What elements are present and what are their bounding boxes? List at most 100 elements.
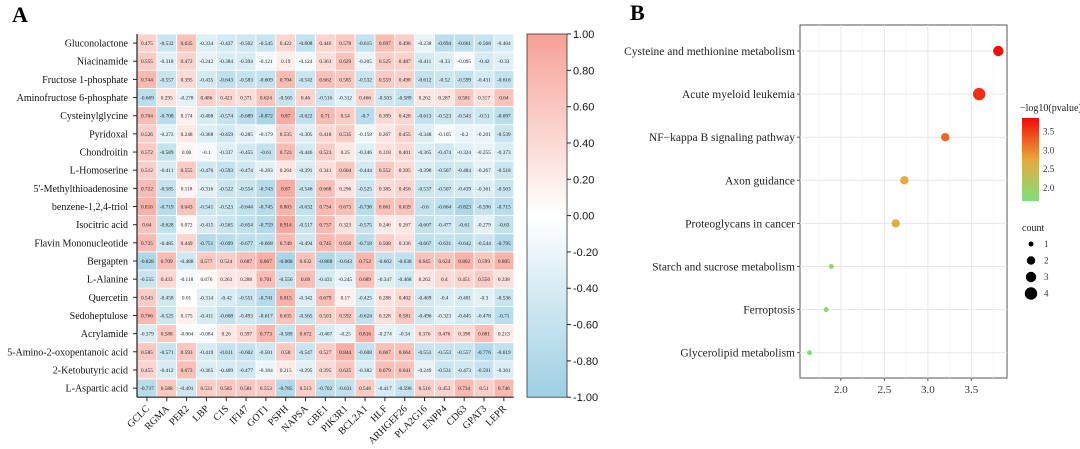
- heatmap-cell-value: -0.736: [358, 205, 372, 211]
- heatmap-cell-value: -0.494: [299, 241, 313, 247]
- heatmap-cell-value: -0.517: [299, 223, 313, 229]
- row-label: 5-Amino-2-oxopentanoic acid: [7, 347, 128, 358]
- heatmap-cell-value: 0.288: [379, 295, 391, 301]
- row-label: Bergapten: [87, 257, 128, 268]
- heatmap-cell-value: -0.6: [420, 205, 429, 211]
- heatmap-cell-value: -0.238: [418, 41, 432, 47]
- heatmap-cell-value: -0.776: [477, 350, 491, 356]
- heatmap-cell-value: 0.385: [379, 186, 391, 192]
- heatmap-cell-value: 0.766: [141, 313, 153, 319]
- size-legend-label: 2: [1044, 256, 1049, 266]
- heatmap-cell-value: -0.401: [457, 295, 471, 301]
- heatmap-cell-value: -0.33: [498, 59, 509, 65]
- colorbar-tick-label: 0.20: [573, 174, 594, 186]
- heatmap-cell-value: 0.476: [438, 332, 450, 338]
- size-legend-dot: [1024, 287, 1038, 300]
- heatmap-cell-value: -0.607: [418, 223, 432, 229]
- heatmap-cell-value: -0.617: [259, 313, 273, 319]
- heatmap-cell-value: -0.365: [418, 150, 432, 156]
- heatmap-cell-value: -0.522: [219, 186, 233, 192]
- heatmap-cell-value: 0.635: [280, 313, 292, 319]
- color-legend-title: −log10(pvalue): [1020, 103, 1080, 114]
- color-legend-tick-label: 3.5: [1043, 127, 1055, 137]
- column-label: GOT1: [245, 404, 271, 430]
- heatmap-cell-value: -0.823: [457, 205, 471, 211]
- heatmap-cell-value: -0.541: [200, 205, 214, 211]
- heatmap-cell-value: -0.689: [239, 114, 253, 120]
- heatmap-cell-value: -0.324: [457, 150, 471, 156]
- heatmap-cell-value: 0.446: [319, 41, 331, 47]
- heatmap-cell-value: -0.523: [219, 205, 233, 211]
- heatmap-cell-value: -0.644: [239, 205, 253, 211]
- heatmap-cell-value: 0.08: [182, 150, 192, 156]
- heatmap-cell-value: -0.536: [497, 295, 511, 301]
- heatmap-cell-value: -0.365: [200, 368, 214, 374]
- heatmap-cell-value: 0.328: [379, 313, 391, 319]
- heatmap-cell-value: 0.749: [280, 241, 292, 247]
- heatmap-cell-value: 0.01: [182, 295, 192, 301]
- data-point: [972, 87, 986, 101]
- heatmap-cell-value: 0.543: [141, 295, 153, 301]
- heatmap-cell-value: -0.571: [160, 350, 174, 356]
- heatmap-cell-value: 0.26: [222, 332, 232, 338]
- heatmap-cell-value: 0.588: [161, 332, 173, 338]
- heatmap-cell-value: 0.746: [498, 386, 510, 392]
- heatmap-cell-value: 0.697: [379, 41, 391, 47]
- heatmap-cell-value: 0.734: [458, 386, 470, 392]
- heatmap-cell-value: -0.469: [418, 295, 432, 301]
- heatmap-cell-value: -0.478: [477, 313, 491, 319]
- heatmap-cell-value: -0.33: [439, 59, 450, 65]
- heatmap-cell-value: 0.246: [379, 223, 391, 229]
- heatmap-cell-value: -0.718: [358, 241, 372, 247]
- heatmap-cell-value: -0.708: [160, 114, 174, 120]
- heatmap-cell-value: 0.455: [141, 368, 153, 374]
- colorbar-tick-label: 0.60: [573, 102, 594, 114]
- heatmap-cell-value: -0.503: [378, 96, 392, 102]
- heatmap-cell-value: 0.4: [441, 277, 448, 283]
- heatmap-cell-value: -0.523: [438, 114, 452, 120]
- heatmap-cell-value: 0.526: [141, 132, 153, 138]
- heatmap-cell-value: 0.288: [240, 277, 252, 283]
- heatmap-cell-value: -0.468: [398, 277, 412, 283]
- heatmap-cell-value: -0.619: [497, 350, 511, 356]
- heatmap-cell-value: -0.697: [497, 114, 511, 120]
- heatmap-cell-value: -0.34: [399, 332, 410, 338]
- heatmap-cell-value: -0.255: [477, 150, 491, 156]
- heatmap-cell-value: -0.616: [497, 77, 511, 83]
- heatmap-cell-value: 0.572: [141, 150, 153, 156]
- pathway-label: NF−kappa B signaling pathway: [649, 132, 795, 144]
- heatmap-cell-value: 0.629: [339, 59, 351, 65]
- heatmap-cell-value: -0.411: [418, 59, 432, 65]
- heatmap-cell-value: -0.179: [259, 132, 273, 138]
- heatmap-cell-value: 0.395: [319, 368, 331, 374]
- heatmap-cell-value: -0.314: [200, 295, 214, 301]
- heatmap-cell-value: -0.547: [299, 350, 313, 356]
- heatmap-cell-value: 0.643: [181, 205, 193, 211]
- heatmap-cell-value: -0.064: [180, 332, 194, 338]
- heatmap-cell-value: -0.408: [200, 114, 214, 120]
- heatmap-cell-value: -0.52: [439, 77, 450, 83]
- heatmap-cell-value: -0.743: [259, 186, 273, 192]
- x-tick-label: 2.5: [877, 384, 891, 396]
- heatmap-cell-value: -0.759: [259, 223, 273, 229]
- heatmap-cell-value: 0.296: [339, 186, 351, 192]
- column-label: LBP: [191, 403, 212, 424]
- heatmap-cell-value: -0.342: [299, 295, 313, 301]
- color-legend-tick-label: 2.5: [1043, 164, 1055, 174]
- heatmap-cell-value: 0.577: [200, 259, 212, 265]
- heatmap-cell-value: -0.285: [239, 132, 253, 138]
- heatmap-cell-value: 0.524: [220, 259, 232, 265]
- heatmap-cell-value: -0.585: [160, 186, 174, 192]
- heatmap-cell-value: -0.715: [497, 205, 511, 211]
- heatmap-cell-value: 0.581: [240, 386, 252, 392]
- heatmap-cell-value: 0.679: [379, 368, 391, 374]
- panel-label-b: B: [630, 0, 645, 25]
- colorbar-tick-label: -1.00: [573, 392, 598, 404]
- heatmap-cell-value: -0.474: [438, 150, 452, 156]
- data-point: [941, 133, 950, 142]
- heatmap-cell-value: -0.084: [200, 332, 214, 338]
- heatmap-cell-value: -0.394: [239, 59, 253, 65]
- heatmap-cell-value: -0.391: [299, 168, 313, 174]
- heatmap-cell-value: 0.625: [339, 368, 351, 374]
- heatmap-cell-value: -0.596: [398, 386, 412, 392]
